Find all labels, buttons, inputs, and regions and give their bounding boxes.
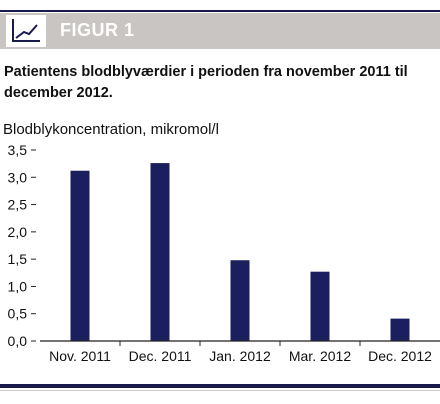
y-axis-label: Blodblykoncentration, mikromol/l: [3, 121, 219, 138]
figure-header: FIGUR 1: [0, 13, 440, 49]
y-tick-label: 2,5: [8, 197, 28, 213]
y-tick-label: 0,5: [8, 306, 28, 322]
line-chart-icon: [6, 15, 46, 47]
bar: [150, 163, 170, 341]
bottom-rule: [0, 384, 440, 388]
y-tick-label: 3,0: [8, 169, 28, 185]
x-tick-label: Dec. 2011: [129, 348, 192, 364]
figure-label: FIGUR 1: [60, 20, 135, 40]
top-rule: [0, 10, 440, 12]
x-tick-label: Nov. 2011: [49, 348, 111, 364]
bar: [390, 318, 410, 341]
bottom-divider: [0, 390, 440, 391]
y-tick-label: 2,0: [8, 224, 28, 240]
y-tick-label: 0,0: [8, 333, 28, 349]
bar: [70, 170, 90, 341]
bar-chart: Blodblykoncentration, mikromol/l 0,0 0,5 1…: [3, 121, 440, 364]
bar: [310, 271, 330, 341]
y-tick-label: 3,5: [8, 142, 28, 158]
x-tick-label: Jan. 2012: [209, 348, 271, 364]
figure-caption: Patientens blodblyværdier i perioden fra…: [4, 64, 408, 101]
y-tick-label: 1,0: [8, 278, 28, 294]
x-tick-label: Dec. 2012: [368, 348, 432, 364]
bar: [230, 260, 250, 341]
y-tick-label: 1,5: [8, 251, 28, 267]
x-tick-label: Mar. 2012: [289, 348, 351, 364]
